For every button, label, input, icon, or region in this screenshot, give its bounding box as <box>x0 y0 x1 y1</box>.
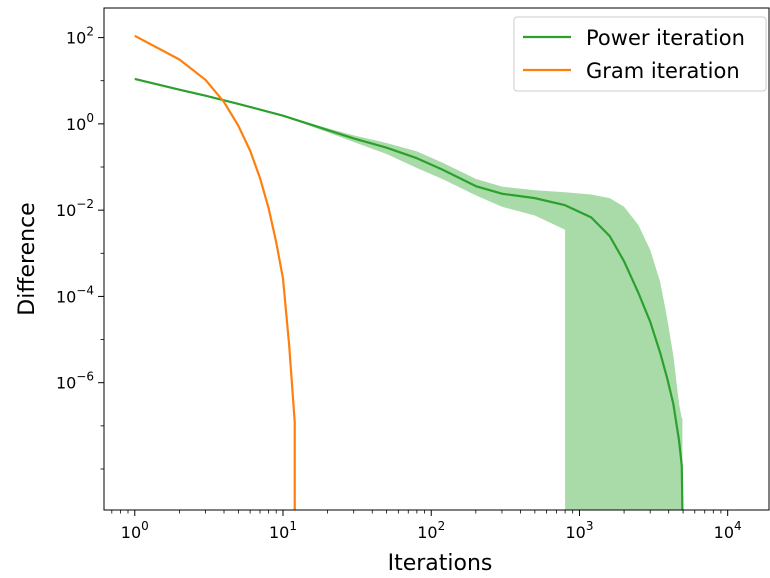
y-axis: 102 100 10−2 10−4 10−6 <box>56 25 104 470</box>
y-tick-label: 102 <box>66 25 94 48</box>
x-tick-label: 102 <box>417 519 445 542</box>
x-tick-label: 101 <box>269 519 297 542</box>
power-iteration-band <box>134 78 683 510</box>
y-tick-label: 10−6 <box>56 370 94 393</box>
legend: Power iteration Gram iteration <box>513 16 767 92</box>
x-tick-label: 100 <box>121 519 149 542</box>
x-tick-label: 103 <box>565 519 593 542</box>
x-axis-label: Iterations <box>388 551 493 576</box>
plot-area <box>134 34 684 510</box>
y-axis-label: Difference <box>15 202 40 315</box>
gram-iteration-line <box>134 34 296 510</box>
x-tick-label: 104 <box>714 519 742 542</box>
legend-label-power-iteration: Power iteration <box>586 26 745 50</box>
legend-box <box>513 16 767 92</box>
legend-label-gram-iteration: Gram iteration <box>586 59 740 83</box>
x-axis: 100 101 102 103 104 <box>111 510 742 542</box>
y-tick-label: 10−4 <box>56 283 94 306</box>
plot-frame <box>103 7 770 511</box>
y-tick-label: 10−2 <box>56 197 94 220</box>
power-iteration-line <box>134 77 684 510</box>
y-tick-label: 100 <box>66 111 94 134</box>
